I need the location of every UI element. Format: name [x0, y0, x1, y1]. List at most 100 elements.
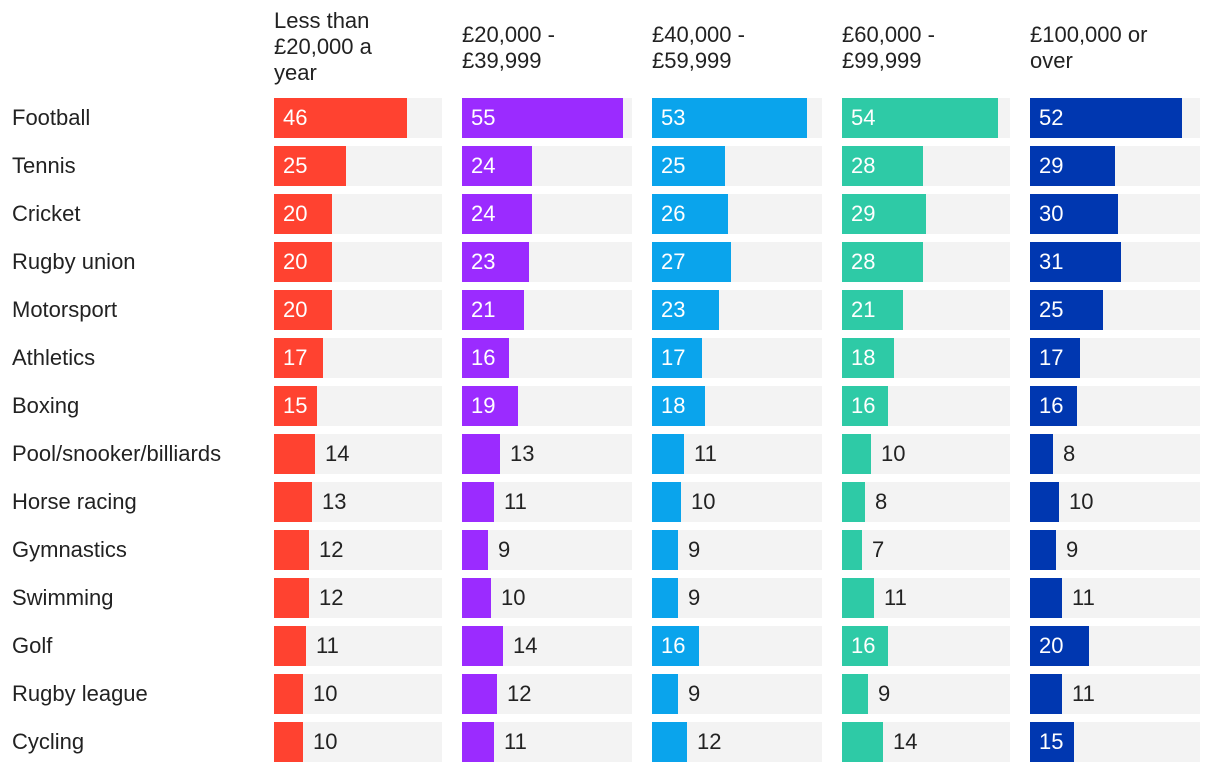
data-label: 28: [851, 153, 876, 178]
data-label: 23: [471, 249, 496, 274]
data-label: 10: [881, 441, 906, 466]
data-label: 25: [661, 153, 686, 178]
column-header-3: £40,000 - £59,999: [652, 22, 745, 73]
row-label-horse-racing: Horse racing: [12, 489, 137, 514]
bar-football-series-5: [1030, 98, 1182, 138]
bar-track: [842, 530, 1010, 570]
bar-rugby-league-series-3: [652, 674, 678, 714]
bar-athletics-series-4: [842, 338, 894, 378]
data-label: 46: [283, 105, 308, 130]
data-label: 17: [1039, 345, 1064, 370]
data-label: 10: [501, 585, 526, 610]
data-label: 28: [851, 249, 876, 274]
bar-cricket-series-1: [274, 194, 332, 234]
bar-cycling-series-3: [652, 722, 687, 762]
bar-gymnastics-series-2: [462, 530, 488, 570]
data-label: 9: [688, 537, 701, 562]
data-label: 11: [884, 585, 907, 610]
data-label: 29: [1039, 153, 1064, 178]
column-header-1: Less than £20,000 a year: [274, 8, 372, 85]
data-label: 17: [661, 345, 686, 370]
data-label: 9: [498, 537, 511, 562]
bar-rugby-union-series-2: [462, 242, 529, 282]
bar-pool-snooker-billiards-series-3: [652, 434, 684, 474]
bar-cricket-series-3: [652, 194, 728, 234]
data-label: 8: [1063, 441, 1076, 466]
data-label: 10: [691, 489, 716, 514]
row-label-cycling: Cycling: [12, 729, 85, 754]
bar-pool-snooker-billiards-series-4: [842, 434, 871, 474]
bar-tennis-series-3: [652, 146, 725, 186]
data-label: 54: [851, 105, 876, 130]
row-label-gymnastics: Gymnastics: [12, 537, 127, 562]
data-label: 17: [283, 345, 308, 370]
data-label: 18: [851, 345, 876, 370]
data-label: 16: [851, 633, 876, 658]
bar-boxing-series-3: [652, 386, 705, 426]
data-label: 16: [851, 393, 876, 418]
data-label: 10: [1069, 489, 1094, 514]
column-header-2: £20,000 - £39,999: [462, 22, 555, 73]
bar-horse-racing-series-3: [652, 482, 681, 522]
bar-athletics-series-1: [274, 338, 323, 378]
data-label: 26: [661, 201, 686, 226]
data-label: 55: [471, 105, 496, 130]
data-label: 10: [313, 729, 338, 754]
data-label: 7: [872, 537, 885, 562]
bar-track: [462, 530, 632, 570]
bar-motorsport-series-1: [274, 290, 332, 330]
data-label: 29: [851, 201, 876, 226]
row-label-swimming: Swimming: [12, 585, 114, 610]
row-label-athletics: Athletics: [12, 345, 96, 370]
data-label: 20: [1039, 633, 1064, 658]
data-label: 16: [1039, 393, 1064, 418]
data-label: 19: [471, 393, 496, 418]
data-label: 20: [283, 297, 308, 322]
data-label: 12: [507, 681, 532, 706]
data-label: 23: [661, 297, 686, 322]
data-label: 9: [688, 681, 701, 706]
bar-motorsport-series-5: [1030, 290, 1103, 330]
row-label-rugby-league: Rugby league: [12, 681, 148, 706]
data-label: 11: [1072, 681, 1095, 706]
row-label-tennis: Tennis: [12, 153, 76, 178]
bar-football-series-1: [274, 98, 407, 138]
bar-football-series-2: [462, 98, 623, 138]
bar-cycling-series-2: [462, 722, 494, 762]
data-label: 52: [1039, 105, 1064, 130]
bar-track: [652, 674, 822, 714]
bar-rugby-union-series-5: [1030, 242, 1121, 282]
bar-track: [652, 578, 822, 618]
data-label: 53: [661, 105, 686, 130]
data-label: 9: [688, 585, 701, 610]
data-label: 14: [893, 729, 918, 754]
bar-cricket-series-2: [462, 194, 532, 234]
bar-swimming-series-1: [274, 578, 309, 618]
data-label: 16: [661, 633, 686, 658]
data-label: 31: [1039, 249, 1064, 274]
bar-swimming-series-4: [842, 578, 874, 618]
bar-athletics-series-5: [1030, 338, 1080, 378]
bar-tennis-series-5: [1030, 146, 1115, 186]
bar-golf-series-3: [652, 626, 699, 666]
bar-cycling-series-1: [274, 722, 303, 762]
row-label-rugby-union: Rugby union: [12, 249, 136, 274]
data-label: 21: [471, 297, 496, 322]
bar-golf-series-4: [842, 626, 888, 666]
data-label: 20: [283, 201, 308, 226]
bar-motorsport-series-2: [462, 290, 524, 330]
bar-motorsport-series-3: [652, 290, 719, 330]
data-label: 18: [661, 393, 686, 418]
bar-rugby-league-series-4: [842, 674, 868, 714]
bar-track: [842, 674, 1010, 714]
bar-golf-series-1: [274, 626, 306, 666]
bar-tennis-series-2: [462, 146, 532, 186]
data-label: 12: [319, 585, 344, 610]
data-label: 11: [316, 633, 339, 658]
row-label-pool-snooker-billiards: Pool/snooker/billiards: [12, 441, 222, 466]
data-label: 15: [1039, 729, 1064, 754]
bar-cricket-series-5: [1030, 194, 1118, 234]
bar-golf-series-5: [1030, 626, 1089, 666]
bar-gymnastics-series-5: [1030, 530, 1056, 570]
bar-horse-racing-series-1: [274, 482, 312, 522]
